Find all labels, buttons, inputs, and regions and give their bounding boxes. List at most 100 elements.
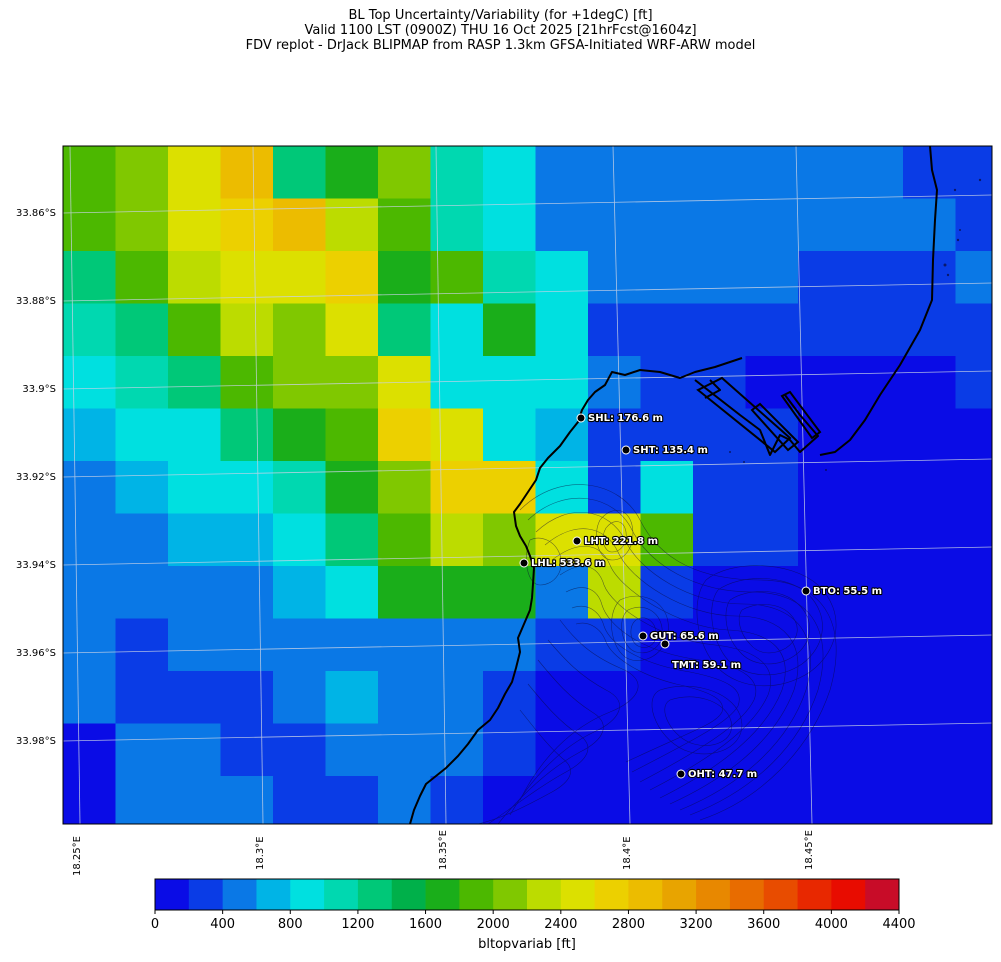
heatmap-cell — [640, 566, 694, 620]
heatmap-cell — [220, 461, 274, 515]
heatmap-cell — [588, 303, 642, 357]
lat-label: 33.96°S — [16, 648, 56, 659]
heatmap-cell — [850, 513, 904, 567]
heatmap-cell — [955, 776, 992, 824]
heatmap-cell — [220, 776, 274, 824]
lat-label: 33.92°S — [16, 472, 56, 483]
heatmap-cell — [325, 618, 379, 672]
heatmap-cell — [483, 723, 537, 777]
heatmap-cell — [535, 303, 589, 357]
station-label: OHT: 47.7 m — [688, 769, 757, 780]
station-oht[interactable]: OHT: 47.7 m — [676, 768, 758, 781]
heatmap-cell — [220, 146, 274, 200]
station-gut[interactable]: GUT: 65.6 m — [638, 630, 720, 643]
station-marker[interactable] — [801, 586, 811, 596]
heatmap-cell — [325, 408, 379, 462]
colorbar: 0 400 800 1200 1600 2000 2400 2800 3200 3600 4000 4… — [151, 878, 916, 952]
station-label: LHT: 221.8 m — [584, 536, 658, 547]
heatmap-cell — [693, 251, 747, 305]
station-lhl[interactable]: LHL: 533.6 m — [519, 557, 606, 570]
heatmap-cell — [273, 776, 327, 824]
heatmap-cell — [430, 566, 484, 620]
heatmap-cell — [640, 146, 694, 200]
heatmap-cell — [588, 776, 642, 824]
heatmap-cell — [325, 356, 379, 410]
station-shl[interactable]: SHL: 176.6 m — [576, 412, 664, 425]
heatmap-cell — [745, 566, 799, 620]
colorbar-bin — [290, 879, 325, 910]
heatmap-cell — [798, 146, 852, 200]
station-bto[interactable]: BTO: 55.5 m — [801, 585, 883, 598]
heatmap-cell — [115, 146, 169, 200]
heatmap-cell — [903, 618, 957, 672]
station-sht[interactable]: SHT: 135.4 m — [621, 444, 709, 457]
heatmap-cell — [430, 251, 484, 305]
heatmap-cell — [273, 618, 327, 672]
heatmap-cell — [903, 408, 957, 462]
heatmap-cell — [955, 408, 992, 462]
station-marker[interactable] — [519, 558, 529, 568]
colorbar-tick-label: 4000 — [815, 917, 848, 932]
station-marker[interactable] — [576, 413, 586, 423]
heatmap-cell — [903, 198, 957, 252]
heatmap-cell — [483, 776, 537, 824]
graticule — [63, 146, 992, 824]
heatmap-cell — [955, 566, 992, 620]
heatmap-cell — [903, 513, 957, 567]
heatmap-cell — [535, 618, 589, 672]
heatmap-cell — [745, 198, 799, 252]
heatmap-cell — [63, 671, 117, 725]
colorbar-bin — [188, 879, 224, 910]
colorbar-bin — [425, 879, 460, 910]
heatmap-cell — [220, 723, 274, 777]
heatmap-cell — [325, 776, 379, 824]
colorbar-bin — [831, 879, 866, 910]
plot-frame — [62, 145, 993, 825]
heatmap-cell — [168, 198, 222, 252]
heatmap-cell — [378, 146, 432, 200]
heatmap-cell — [168, 408, 222, 462]
heatmap-cell — [220, 303, 274, 357]
heatmap-cell — [535, 776, 589, 824]
heatmap-cell — [850, 461, 904, 515]
heatmap-cell — [115, 513, 169, 567]
heatmap-cell — [483, 146, 537, 200]
heatmap-cell — [588, 723, 642, 777]
station-marker[interactable] — [621, 445, 631, 455]
station-marker[interactable] — [676, 769, 686, 779]
colorbar-bin — [729, 879, 765, 910]
heatmap-cell — [378, 408, 432, 462]
heatmap-cell — [273, 723, 327, 777]
station-label: TMT: 59.1 m — [672, 660, 741, 671]
station-marker[interactable] — [572, 536, 582, 546]
colorbar-bin — [357, 879, 393, 910]
station-marker[interactable] — [660, 639, 670, 649]
heatmap-cell — [798, 618, 852, 672]
heatmap-cell — [535, 566, 589, 620]
heatmap-cell — [63, 198, 117, 252]
heatmap-cell — [483, 671, 537, 725]
heatmap-cell — [273, 513, 327, 567]
heatmap-cell — [693, 303, 747, 357]
heatmap-cell — [483, 513, 537, 567]
station-lht[interactable]: LHT: 221.8 m — [572, 535, 659, 548]
heatmap-cell — [955, 251, 992, 305]
colorbar-tick-label: 2800 — [612, 917, 645, 932]
heatmap-cell — [168, 251, 222, 305]
heatmap-cell — [430, 146, 484, 200]
heatmap-cell — [640, 671, 694, 725]
heatmap-cell — [378, 566, 432, 620]
colorbar-bin — [865, 879, 900, 910]
heatmap-cell — [220, 671, 274, 725]
colorbar-tick-label: 3200 — [680, 917, 713, 932]
heatmap-cell — [325, 461, 379, 515]
colorbar-frame — [154, 878, 900, 911]
heatmap-cell — [63, 513, 117, 567]
title-line-3: FDV replot - DrJack BLIPMAP from RASP 1.… — [245, 38, 756, 53]
station-tmt[interactable]: TMT: 59.1 m — [660, 639, 742, 672]
heatmap-cell — [168, 303, 222, 357]
colorbar-bin — [222, 879, 257, 910]
colorbar-title: bltopvariab [ft] — [478, 937, 576, 952]
islet-marks — [729, 178, 982, 471]
station-marker[interactable] — [638, 631, 648, 641]
